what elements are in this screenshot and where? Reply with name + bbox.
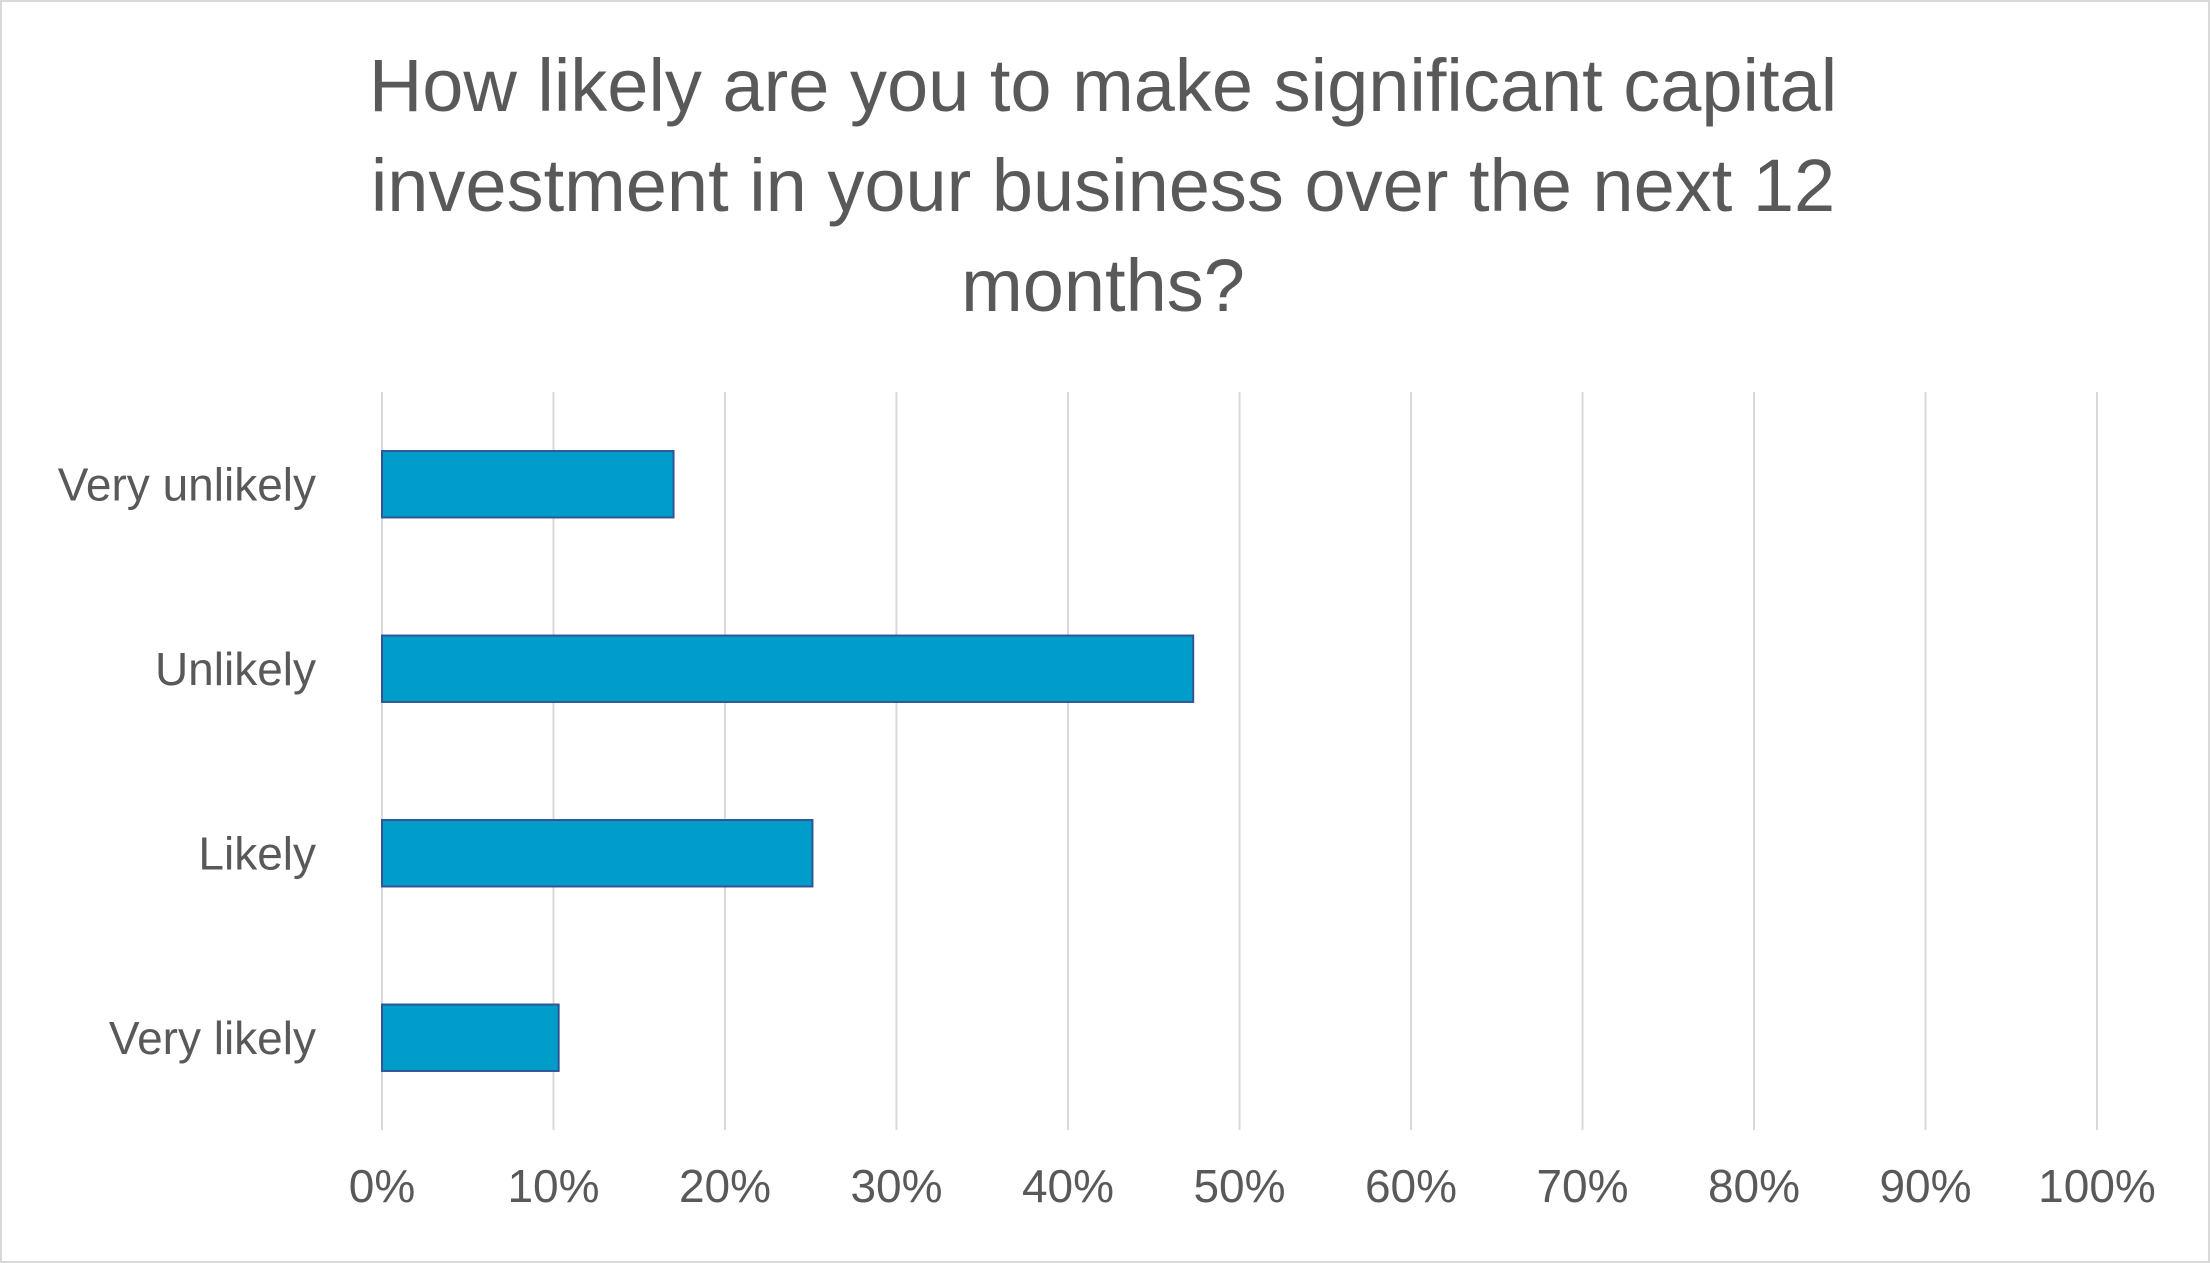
category-label-3: Very likely — [109, 1012, 316, 1064]
x-tick-labels: 0% 10% 20% 30% 40% 50% 60% 70% 80% 90% 100% — [349, 1160, 2156, 1212]
x-tick-label-10: 100% — [2038, 1160, 2156, 1212]
x-tick-label-5: 50% — [1193, 1160, 1285, 1212]
bar-1 — [381, 634, 1195, 703]
bar-2 — [381, 819, 814, 888]
x-tick-label-2: 20% — [679, 1160, 771, 1212]
chart-title-line-2: investment in your business over the nex… — [370, 144, 1836, 227]
bars — [381, 450, 1195, 1072]
x-tick-label-8: 80% — [1708, 1160, 1800, 1212]
category-label-1: Unlikely — [155, 643, 316, 695]
x-tick-label-7: 70% — [1536, 1160, 1628, 1212]
x-tick-label-1: 10% — [507, 1160, 599, 1212]
category-label-2: Likely — [198, 827, 316, 879]
bar-0 — [381, 450, 675, 519]
x-tick-label-9: 90% — [1879, 1160, 1971, 1212]
category-label-0: Very unlikely — [58, 458, 316, 510]
category-labels: Very unlikely Unlikely Likely Very likely — [58, 458, 316, 1064]
x-tick-label-0: 0% — [349, 1160, 415, 1212]
x-tick-label-6: 60% — [1365, 1160, 1457, 1212]
x-tick-label-4: 40% — [1022, 1160, 1114, 1212]
bar-3 — [381, 1003, 560, 1072]
x-tick-label-3: 30% — [850, 1160, 942, 1212]
chart-title: How likely are you to make significant c… — [0, 36, 2206, 336]
chart-title-line-1: How likely are you to make significant c… — [368, 44, 1838, 127]
chart-title-line-3: months? — [961, 244, 1245, 327]
